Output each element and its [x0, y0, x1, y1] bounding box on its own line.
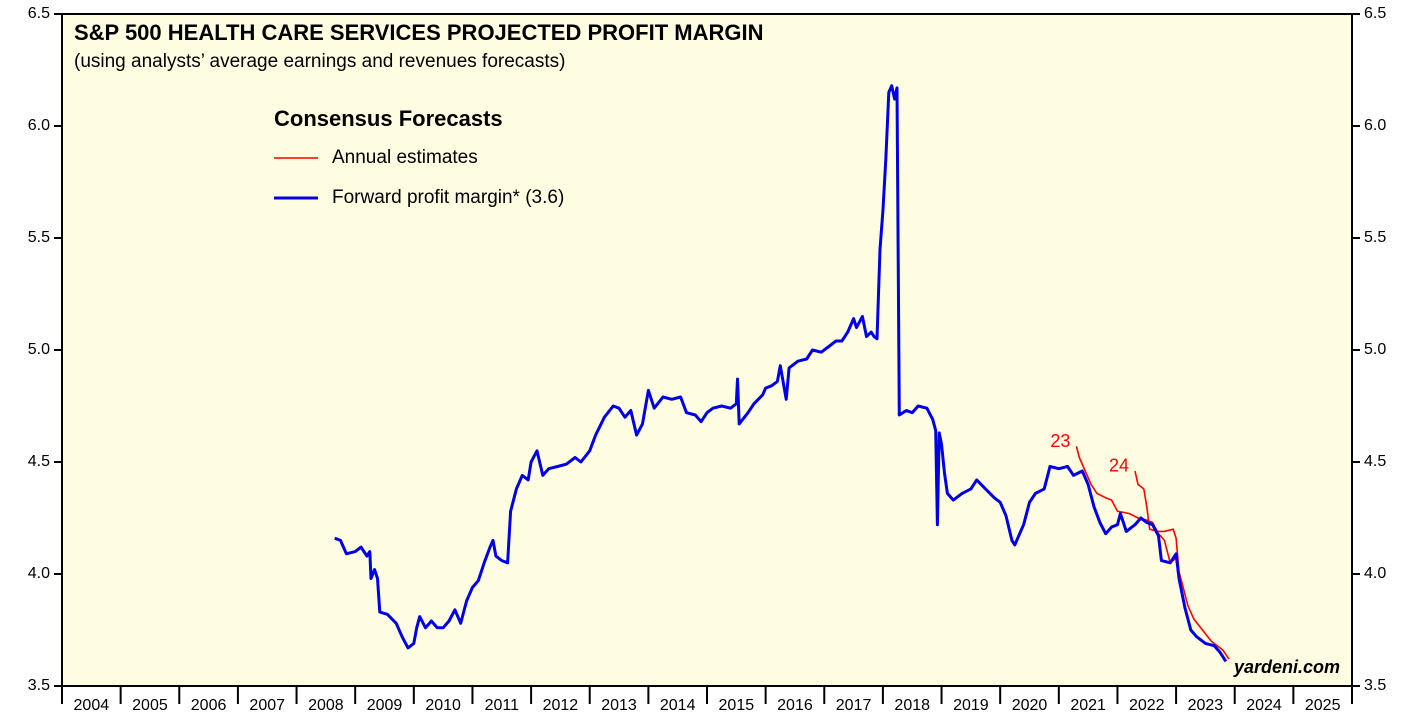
y-tick-label: 4.0 [1364, 565, 1386, 582]
x-tick-label: 2022 [1129, 697, 1165, 714]
x-tick-label: 2008 [308, 697, 344, 714]
x-tick-label: 2007 [249, 697, 285, 714]
legend-title: Consensus Forecasts [274, 106, 503, 131]
x-tick-label: 2006 [191, 697, 227, 714]
x-tick-label: 2012 [543, 697, 579, 714]
axes: 3.5 3.5 4.0 4.0 4.5 4.5 5.0 5.0 5.5 5.5 6.0 6.0 6.5 6… [28, 5, 1387, 714]
y-tick-label: 4.5 [1364, 453, 1386, 470]
x-tick-label: 2005 [132, 697, 168, 714]
chart-subtitle: (using analysts’ average earnings and re… [74, 51, 565, 72]
x-tick-label: 2021 [1070, 697, 1106, 714]
watermark: yardeni.com [1233, 657, 1340, 677]
legend-label: Forward profit margin* (3.6) [332, 187, 564, 208]
annual-estimate-line [1134, 470, 1230, 660]
y-tick-label: 6.0 [1364, 117, 1386, 134]
x-tick-label: 2024 [1246, 697, 1282, 714]
y-tick-label: 5.5 [28, 229, 50, 246]
y-tick-label: 3.5 [1364, 677, 1386, 694]
series-line [334, 84, 1228, 663]
y-tick-label: 5.0 [28, 341, 50, 358]
y-tick-label: 5.5 [1364, 229, 1386, 246]
x-tick-label: 2009 [367, 697, 403, 714]
y-tick-label: 6.5 [1364, 5, 1386, 22]
x-tick-label: 2019 [953, 697, 989, 714]
chart-title: S&P 500 HEALTH CARE SERVICES PROJECTED P… [74, 20, 763, 45]
y-tick-label: 6.0 [28, 117, 50, 134]
plot-background [61, 13, 1353, 687]
x-tick-label: 2020 [1012, 697, 1048, 714]
y-tick-label: 5.0 [1364, 341, 1386, 358]
y-tick-label: 4.0 [28, 565, 50, 582]
estimate-year-label: 23 [1050, 431, 1070, 451]
annual-estimate-line [1075, 446, 1180, 575]
data-lines: 23 24 [334, 84, 1230, 663]
estimate-year-label: 24 [1109, 456, 1129, 476]
x-tick-label: 2018 [894, 697, 930, 714]
y-tick-label: 4.5 [28, 453, 50, 470]
x-tick-label: 2010 [425, 697, 461, 714]
x-tick-label: 2004 [74, 697, 110, 714]
x-tick-label: 2013 [601, 697, 637, 714]
y-tick-label: 6.5 [28, 5, 50, 22]
x-tick-label: 2014 [660, 697, 696, 714]
legend-label: Annual estimates [332, 147, 478, 168]
x-tick-label: 2023 [1188, 697, 1224, 714]
x-tick-label: 2015 [719, 697, 755, 714]
plot-area [61, 13, 1353, 687]
x-tick-label: 2011 [485, 697, 520, 714]
x-tick-label: 2016 [777, 697, 813, 714]
x-tick-label: 2017 [836, 697, 872, 714]
x-tick-label: 2025 [1305, 697, 1341, 714]
y-tick-label: 3.5 [28, 677, 50, 694]
